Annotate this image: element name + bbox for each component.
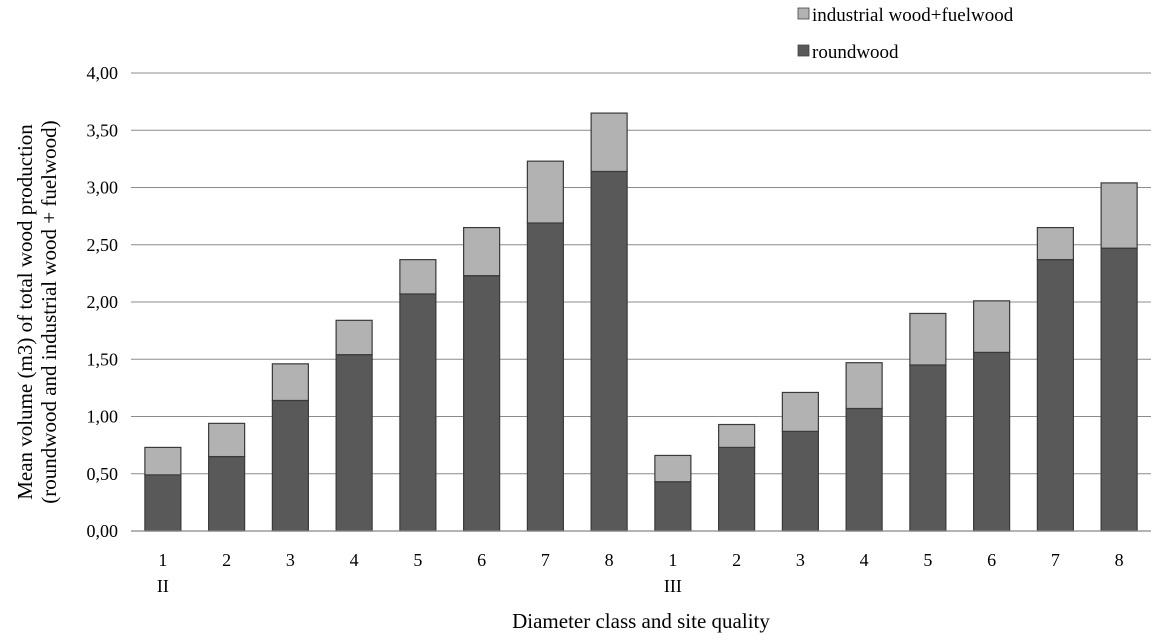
x-tick-label: 4 [350, 550, 359, 570]
bar-industrial-wood-fuelwood [526, 160, 564, 224]
bar-roundwood [781, 430, 819, 532]
bar-roundwood [973, 351, 1011, 532]
y-tick-label: 3,50 [87, 120, 119, 140]
y-axis-tick-labels: 0,00 0,50 1,00 1,50 2,00 2,50 3,00 3,50 4,00 [87, 63, 119, 541]
bar-industrial-wood-fuelwood [590, 112, 628, 173]
bar-roundwood [335, 354, 373, 532]
y-tick-label: 3,00 [87, 178, 119, 198]
x-tick-label: 3 [286, 550, 295, 570]
x-tick-label: 4 [860, 550, 869, 570]
bar-roundwood [463, 275, 501, 532]
site-quality-label: II [157, 576, 169, 596]
bar-roundwood [590, 170, 628, 532]
bar-industrial-wood-fuelwood [144, 446, 182, 476]
bar-industrial-wood-fuelwood [208, 422, 246, 458]
bar-roundwood [208, 455, 246, 532]
bar-industrial-wood-fuelwood [781, 391, 819, 432]
bar-roundwood [654, 481, 692, 532]
bars [144, 112, 1138, 532]
legend-swatch-industrial-wood-fuelwood [797, 7, 810, 20]
bar-roundwood [399, 293, 437, 532]
x-tick-label: 1 [158, 550, 167, 570]
y-tick-label: 2,00 [87, 292, 119, 312]
bar-industrial-wood-fuelwood [909, 312, 947, 366]
y-axis-title-line-1: Mean volume (m3) of total wood productio… [13, 124, 37, 500]
bar-roundwood [909, 364, 947, 532]
bar-industrial-wood-fuelwood [399, 259, 437, 295]
bar-roundwood [144, 474, 182, 532]
bar-industrial-wood-fuelwood [335, 319, 373, 356]
site-quality-labels: II III [157, 576, 682, 596]
x-axis-title: Diameter class and site quality [512, 609, 770, 633]
y-tick-label: 4,00 [87, 63, 119, 83]
x-tick-label: 1 [668, 550, 677, 570]
bar-industrial-wood-fuelwood [1100, 182, 1138, 249]
bar-industrial-wood-fuelwood [718, 423, 756, 449]
x-tick-label: 8 [605, 550, 614, 570]
y-axis-title: Mean volume (m3) of total wood productio… [13, 120, 61, 503]
x-tick-label: 3 [796, 550, 805, 570]
y-tick-label: 0,00 [87, 521, 119, 541]
legend-item-roundwood: roundwood [797, 42, 899, 63]
bar-roundwood [718, 446, 756, 532]
x-tick-label: 7 [541, 550, 550, 570]
legend-swatch-roundwood [797, 44, 810, 57]
y-tick-label: 1,50 [87, 349, 119, 369]
bar-roundwood [1036, 259, 1074, 532]
x-tick-label: 6 [477, 550, 486, 570]
x-tick-label: 7 [1051, 550, 1060, 570]
legend: industrial wood+fuelwood roundwood [797, 5, 1014, 63]
y-tick-label: 0,50 [87, 464, 119, 484]
bar-roundwood [271, 399, 309, 532]
x-tick-label: 5 [413, 550, 422, 570]
x-tick-label: 5 [923, 550, 932, 570]
x-tick-label: 2 [222, 550, 231, 570]
bar-industrial-wood-fuelwood [845, 362, 883, 410]
bar-roundwood [1100, 247, 1138, 532]
bar-industrial-wood-fuelwood [1036, 226, 1074, 261]
y-axis-title-line-2: (roundwood and industrial wood + fuelwoo… [37, 120, 61, 503]
y-tick-label: 2,50 [87, 235, 119, 255]
bar-industrial-wood-fuelwood [973, 300, 1011, 353]
legend-item-industrial-wood-fuelwood: industrial wood+fuelwood [797, 5, 1014, 26]
site-quality-label: III [664, 576, 682, 596]
x-tick-label: 6 [987, 550, 996, 570]
bar-industrial-wood-fuelwood [654, 454, 692, 483]
bar-roundwood [845, 407, 883, 532]
x-tick-label: 8 [1115, 550, 1124, 570]
y-tick-label: 1,00 [87, 407, 119, 427]
bar-industrial-wood-fuelwood [463, 226, 501, 277]
legend-label-industrial-wood-fuelwood: industrial wood+fuelwood [812, 5, 1014, 26]
legend-label-roundwood: roundwood [812, 42, 899, 63]
x-axis-tick-labels: 1 2 3 4 5 6 7 8 1 2 3 4 5 6 7 8 [158, 550, 1123, 570]
bar-industrial-wood-fuelwood [271, 363, 309, 402]
x-tick-label: 2 [732, 550, 741, 570]
bar-roundwood [526, 222, 564, 532]
